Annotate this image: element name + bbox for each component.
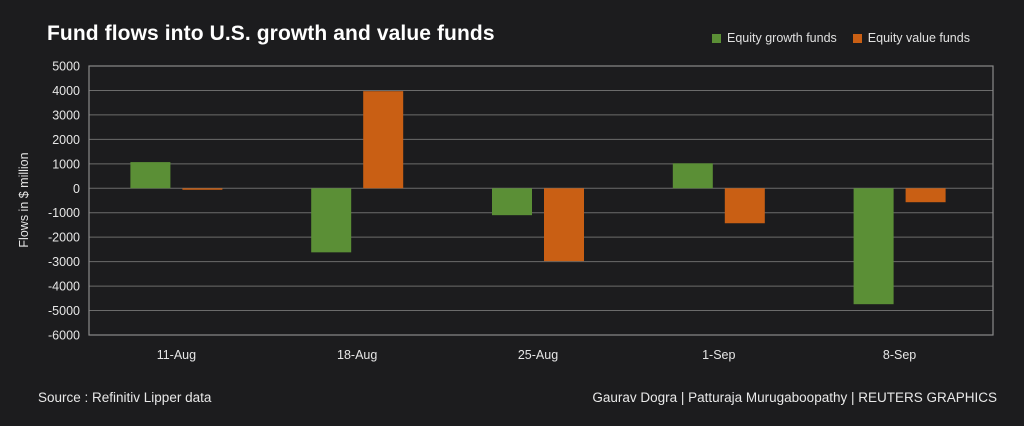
y-axis-ticks: 5000 4000 3000 2000 1000 0 -1000 -2000 -3000 -400… bbox=[48, 60, 80, 343]
legend-label-value: Equity value funds bbox=[867, 31, 970, 45]
x-axis-ticks: 11-Aug 18-Aug 25-Aug 1-Sep 8-Sep bbox=[157, 348, 917, 362]
y-tick-label: -6000 bbox=[48, 329, 80, 343]
x-tick-label: 1-Sep bbox=[702, 348, 735, 362]
y-tick-label: 3000 bbox=[52, 108, 80, 122]
y-tick-label: 5000 bbox=[52, 60, 80, 74]
bar-value-8-Sep bbox=[905, 188, 946, 203]
y-tick-label: -2000 bbox=[48, 231, 80, 245]
bars bbox=[130, 91, 946, 305]
bar-growth-8-Sep bbox=[853, 188, 894, 305]
y-tick-label: 0 bbox=[73, 182, 80, 196]
y-axis-label: Flows in $ million bbox=[17, 152, 31, 247]
bar-growth-18-Aug bbox=[311, 188, 352, 253]
y-tick-label: 1000 bbox=[52, 157, 80, 171]
chart-title: Fund flows into U.S. growth and value fu… bbox=[47, 22, 495, 45]
x-tick-label: 8-Sep bbox=[883, 348, 916, 362]
legend: Equity growth funds Equity value funds bbox=[712, 31, 986, 45]
y-tick-label: -3000 bbox=[48, 255, 80, 269]
y-tick-label: -4000 bbox=[48, 280, 80, 294]
bar-value-18-Aug bbox=[363, 91, 404, 189]
bar-value-11-Aug bbox=[182, 188, 223, 190]
y-tick-label: -5000 bbox=[48, 304, 80, 318]
plot-area-border bbox=[88, 65, 994, 336]
x-tick-label: 18-Aug bbox=[337, 348, 377, 362]
x-tick-label: 25-Aug bbox=[518, 348, 558, 362]
bar-value-25-Aug bbox=[544, 188, 584, 262]
bar-growth-25-Aug bbox=[492, 188, 532, 216]
y-tick-label: 2000 bbox=[52, 133, 80, 147]
bar-growth-1-Sep bbox=[672, 163, 713, 189]
legend-item-growth: Equity growth funds bbox=[712, 31, 837, 45]
legend-item-value: Equity value funds bbox=[852, 31, 970, 45]
legend-swatch-growth bbox=[712, 33, 721, 43]
source-note: Source : Refinitiv Lipper data bbox=[38, 390, 212, 405]
bar-growth-11-Aug bbox=[130, 162, 171, 189]
y-tick-label: 4000 bbox=[52, 84, 80, 98]
y-tick-label: -1000 bbox=[48, 206, 80, 220]
legend-label-growth: Equity growth funds bbox=[727, 31, 837, 45]
credit-line: Gaurav Dogra | Patturaja Murugaboopathy … bbox=[592, 390, 997, 405]
legend-swatch-value bbox=[852, 33, 862, 43]
x-tick-label: 11-Aug bbox=[157, 348, 196, 362]
bar-value-1-Sep bbox=[724, 188, 765, 224]
